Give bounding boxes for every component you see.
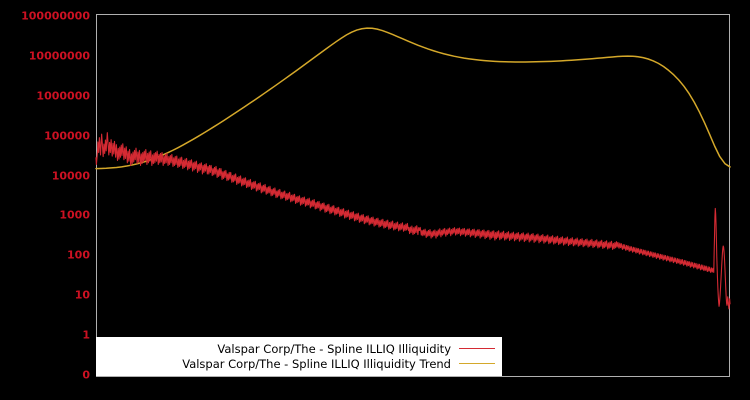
y-axis-tick-label: 10000 [51, 169, 90, 183]
y-axis-tick-label: 1 [82, 328, 90, 342]
legend-label-trend: Valspar Corp/The - Spline ILLIQ Illiquid… [182, 356, 451, 371]
chart-legend: Valspar Corp/The - Spline ILLIQ Illiquid… [96, 337, 502, 376]
y-axis-tick-label: 0 [82, 368, 90, 382]
y-axis-tick-label: 100 [67, 248, 90, 262]
y-axis-tick-label: 10 [74, 288, 90, 302]
line-swatch-trend [459, 363, 495, 364]
legend-item: Valspar Corp/The - Spline ILLIQ Illiquid… [103, 356, 495, 371]
y-axis-tick-label: 100000000 [21, 9, 90, 23]
y-axis-tick-label: 1000 [59, 208, 90, 222]
y-axis-tick-label: 10000000 [28, 49, 90, 63]
y-axis-tick-label: 100000 [44, 129, 90, 143]
legend-item: Valspar Corp/The - Spline ILLIQ Illiquid… [103, 341, 495, 356]
plot-area [96, 14, 730, 377]
legend-label-illiquidity: Valspar Corp/The - Spline ILLIQ Illiquid… [217, 341, 451, 356]
y-axis-tick-label: 1000000 [36, 89, 90, 103]
line-swatch-illiquidity [459, 348, 495, 349]
